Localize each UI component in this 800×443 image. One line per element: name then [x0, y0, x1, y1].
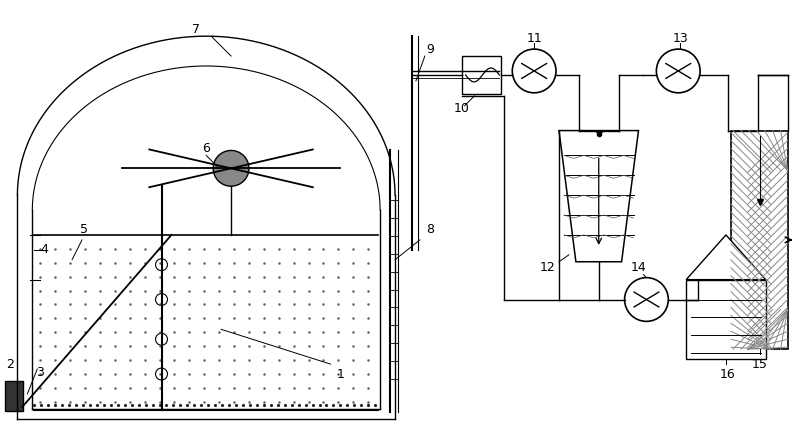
Polygon shape	[559, 131, 638, 262]
Polygon shape	[686, 235, 766, 280]
Bar	[731, 131, 787, 349]
Text: 3: 3	[36, 365, 44, 379]
Text: 9: 9	[426, 43, 434, 55]
Bar	[6, 381, 23, 411]
Text: 13: 13	[672, 31, 688, 45]
Text: 12: 12	[539, 261, 555, 274]
Text: 8: 8	[426, 223, 434, 237]
Text: 11: 11	[526, 31, 542, 45]
Circle shape	[213, 151, 249, 186]
Text: 4: 4	[40, 243, 48, 256]
Bar	[462, 56, 502, 94]
Bar	[686, 280, 766, 359]
Text: 16: 16	[720, 368, 736, 381]
Text: 10: 10	[454, 102, 470, 115]
Text: 7: 7	[192, 23, 200, 36]
Text: 2: 2	[6, 358, 14, 371]
Text: 6: 6	[202, 142, 210, 155]
Text: 14: 14	[630, 261, 646, 274]
Text: 1: 1	[337, 368, 344, 381]
Text: 15: 15	[752, 358, 768, 371]
Text: 5: 5	[80, 223, 88, 237]
